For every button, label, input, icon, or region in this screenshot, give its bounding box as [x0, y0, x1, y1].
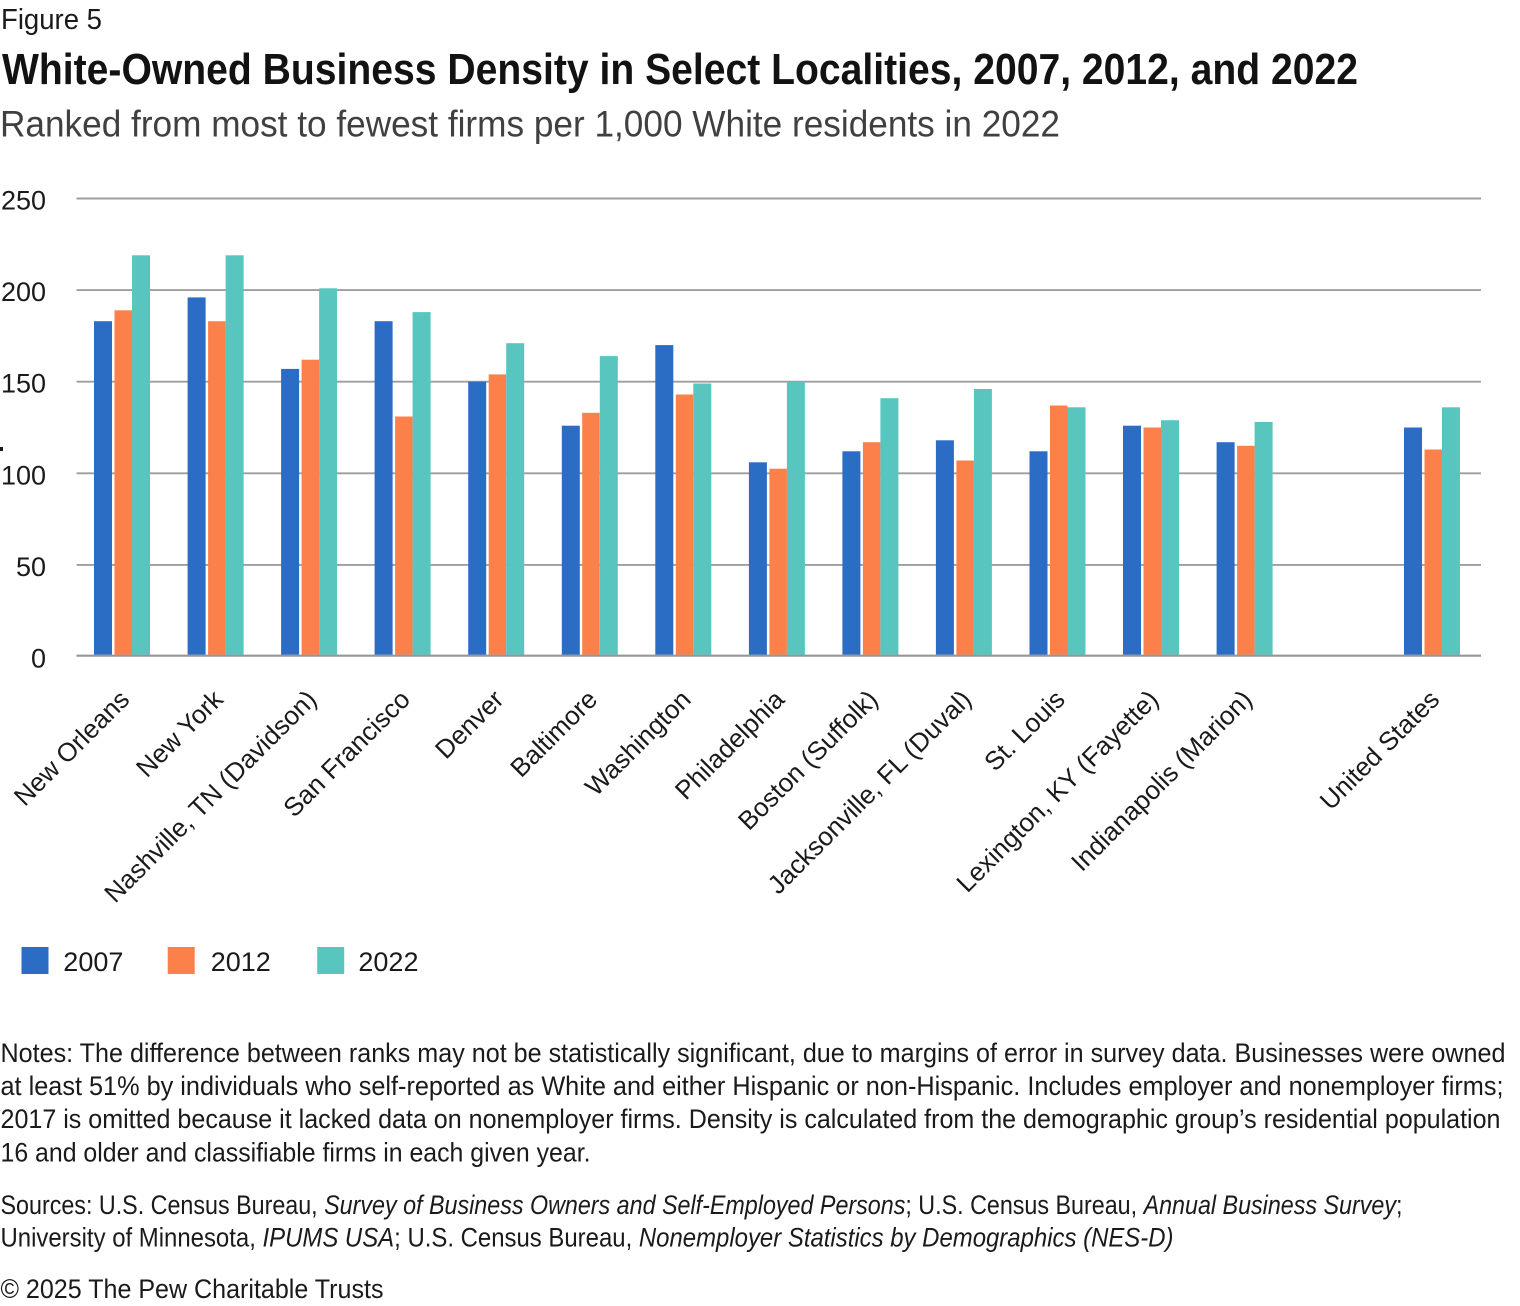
svg-text:50: 50 [16, 552, 46, 582]
svg-text:St. Louis: St. Louis [978, 684, 1071, 777]
svg-text:Indianapolis (Marion): Indianapolis (Marion) [1065, 684, 1258, 877]
svg-text:2022: 2022 [358, 947, 418, 977]
svg-text:© 2025 The Pew Charitable Trus: © 2025 The Pew Charitable Trusts [1, 1274, 384, 1304]
svg-text:2007: 2007 [63, 947, 123, 977]
svg-text:White-Owned Business Density i: White-Owned Business Density in Select L… [2, 45, 1358, 94]
svg-text:Ranked from most to fewest fir: Ranked from most to fewest firms per 1,0… [0, 104, 1060, 145]
svg-text:Notes: The difference between: Notes: The difference between ranks may … [1, 1038, 1506, 1068]
svg-text:250: 250 [1, 186, 46, 216]
svg-text:16 and older and classifiable: 16 and older and classifiable firms in e… [1, 1138, 591, 1168]
svg-text:0: 0 [31, 644, 46, 674]
svg-text:100: 100 [1, 460, 46, 490]
svg-text:Baltimore: Baltimore [504, 684, 603, 783]
svg-text:University of Minnesota, IPUMS: University of Minnesota, IPUMS USA; U.S.… [1, 1223, 1174, 1253]
svg-text:New York: New York [130, 683, 230, 783]
svg-text:2012: 2012 [211, 947, 271, 977]
svg-text:2017 is omitted because it lac: 2017 is omitted because it lacked data o… [1, 1104, 1501, 1134]
svg-text:Figure 5: Figure 5 [1, 4, 102, 36]
svg-text:200: 200 [1, 277, 46, 307]
svg-text:New Orleans: New Orleans [8, 684, 135, 811]
svg-text:United States: United States [1314, 684, 1446, 816]
svg-text:150: 150 [1, 369, 46, 399]
svg-text:Sources: U.S. Census Bureau, S: Sources: U.S. Census Bureau, Survey of B… [1, 1190, 1403, 1220]
svg-text:Denver: Denver [429, 684, 510, 765]
svg-text:at least 51% by individuals wh: at least 51% by individuals who self-rep… [1, 1071, 1504, 1101]
